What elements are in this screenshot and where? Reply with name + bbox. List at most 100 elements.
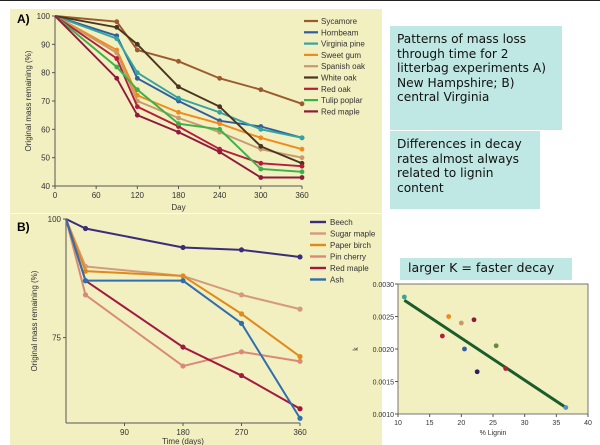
panel-c-data-point: [401, 294, 407, 300]
panel-c-x-tick-label: 25: [489, 420, 497, 427]
panel-b-label: B): [17, 220, 30, 234]
panel-a-data-point: [176, 84, 181, 90]
panel-b-x-axis-label: Time (days): [162, 437, 204, 445]
panel-a-legend-label: Sycamore: [321, 17, 358, 26]
panel-a-data-point: [299, 169, 305, 175]
panel-a-data-point: [258, 126, 264, 132]
panel-b-y-axis-label: Original mass remaining (%): [30, 270, 39, 371]
panel-b-data-point: [180, 363, 186, 369]
panel-a-data-point: [258, 175, 264, 180]
panel-b-data-point: [238, 372, 245, 379]
panel-c-y-tick-label: 0.0010: [373, 412, 395, 419]
panel-a-data-point: [134, 47, 140, 53]
panel-a-legend-label: Red oak: [321, 85, 352, 94]
panel-b-data-point: [238, 311, 245, 317]
panel-a-x-tick-label: 120: [131, 191, 145, 200]
panel-b-data-point: [297, 358, 303, 364]
panel-a-data-point: [258, 87, 264, 93]
panel-a-data-point: [217, 149, 223, 155]
panel-a-legend-label: Hornbeam: [321, 28, 359, 37]
panel-a-data-point: [299, 155, 305, 161]
panel-c-y-axis-label: k: [353, 347, 360, 351]
panel-a-x-tick-label: 300: [254, 191, 268, 200]
panel-a-data-point: [217, 126, 223, 132]
panel-a-legend-label: Sweet gum: [321, 51, 361, 60]
panel-a-y-tick-label: 80: [41, 69, 50, 78]
panel-b-y-tick-label: 100: [48, 215, 62, 224]
panel-a-data-point: [299, 101, 305, 107]
panel-b-legend-label: Pin cherry: [330, 253, 366, 262]
panel-b-data-point: [82, 225, 89, 232]
panel-a-y-tick-label: 60: [41, 125, 50, 134]
panel-a-data-point: [299, 146, 305, 152]
panel-a-data-point: [114, 56, 120, 61]
panel-b-data-point: [180, 244, 186, 251]
panel-a-data-point: [134, 104, 140, 110]
panel-a-legend-label: Spanish oak: [321, 62, 366, 71]
panel-b-background: [10, 214, 382, 445]
panel-a-y-axis-label: Original mass remaining (%): [24, 50, 33, 151]
panel-b-data-point: [297, 415, 303, 421]
panel-b-data-point: [82, 268, 89, 274]
panel-a-y-tick-label: 40: [41, 182, 50, 191]
panel-a-data-point: [258, 135, 264, 141]
panel-a-data-point: [258, 166, 264, 172]
panel-b-data-point: [238, 247, 245, 253]
panel-a-legend-label: White oak: [321, 74, 358, 83]
panel-a-data-point: [134, 87, 140, 93]
panel-a-label: A): [17, 12, 30, 26]
panel-c-y-tick-label: 0.0030: [373, 282, 395, 289]
panel-c-y-tick-label: 0.0020: [373, 347, 395, 354]
panel-b-data-point: [82, 292, 89, 298]
panel-c-x-tick-label: 15: [426, 420, 434, 427]
panel-a-y-tick-label: 50: [41, 154, 50, 163]
panel-c-x-tick-label: 20: [457, 420, 465, 427]
panel-b-data-point: [82, 278, 89, 284]
panel-a-data-point: [258, 143, 264, 149]
panel-c-x-tick-label: 35: [552, 420, 560, 427]
panel-b-data-point: [297, 306, 303, 312]
panel-a-data-point: [176, 95, 181, 101]
k-note: larger K = faster decay: [400, 258, 572, 280]
panel-a-data-point: [217, 75, 223, 81]
panel-a-data-point: [176, 129, 181, 135]
panel-a-data-point: [114, 36, 120, 42]
panel-c-data-point: [474, 369, 480, 375]
panel-a-data-point: [134, 112, 140, 118]
panel-c-y-tick-label: 0.0015: [373, 380, 395, 387]
differences-note: Differences in decay rates almost always…: [390, 131, 540, 209]
panel-a-data-point: [176, 109, 181, 115]
panel-b-data-point: [238, 349, 245, 355]
panel-a-x-tick-label: 0: [53, 191, 58, 200]
panel-b-x-tick-label: 360: [293, 428, 307, 437]
panel-b-data-point: [297, 254, 303, 260]
panel-a-data-point: [134, 75, 140, 81]
panel-b-legend-label: Ash: [330, 276, 344, 285]
panel-a-x-tick-label: 180: [172, 191, 186, 200]
panel-a-data-point: [258, 160, 264, 166]
panel-c-data-point: [439, 333, 445, 339]
panel-a-data-point: [299, 135, 305, 141]
panel-c-data-point: [462, 346, 467, 352]
panel-b-data-point: [238, 320, 245, 326]
panel-a-y-tick-label: 100: [37, 12, 51, 21]
panel-a-data-point: [217, 104, 223, 110]
panel-c-data-point: [563, 405, 569, 410]
panel-a-y-tick-label: 90: [41, 40, 50, 49]
panel-a-legend-label: Red maple: [321, 107, 360, 116]
panel-a-data-point: [176, 121, 181, 127]
panel-a-data-point: [176, 115, 181, 121]
panel-a-x-tick-label: 60: [92, 191, 101, 200]
panel-a-legend-label: Tulip poplar: [321, 96, 363, 105]
panel-a-data-point: [217, 109, 223, 115]
patterns-note: Patterns of mass loss through time for 2…: [390, 26, 562, 130]
panel-c-data-point: [503, 366, 509, 371]
panel-b-data-point: [297, 353, 303, 360]
panel-b-data-point: [238, 292, 245, 298]
panel-a-data-point: [114, 50, 120, 56]
panel-b-data-point: [297, 406, 303, 412]
panel-c-regression-line: [403, 299, 567, 409]
panel-c-x-axis-label: % Lignin: [480, 430, 507, 437]
panel-b-legend-label: Paper birch: [330, 241, 371, 250]
